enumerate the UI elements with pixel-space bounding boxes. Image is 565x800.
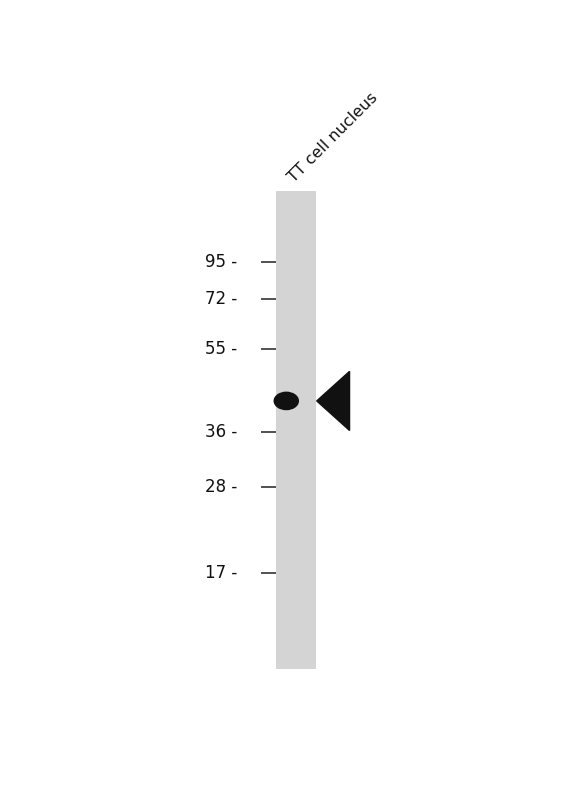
Text: 17 -: 17 -: [205, 565, 237, 582]
Bar: [276, 191, 316, 669]
Polygon shape: [317, 371, 350, 430]
Text: 28 -: 28 -: [205, 478, 237, 496]
Text: 95 -: 95 -: [205, 254, 237, 271]
Text: TT cell nucleus: TT cell nucleus: [285, 90, 381, 186]
Text: 36 -: 36 -: [205, 422, 237, 441]
Ellipse shape: [274, 392, 298, 410]
Text: 72 -: 72 -: [205, 290, 237, 308]
Text: 55 -: 55 -: [205, 339, 237, 358]
